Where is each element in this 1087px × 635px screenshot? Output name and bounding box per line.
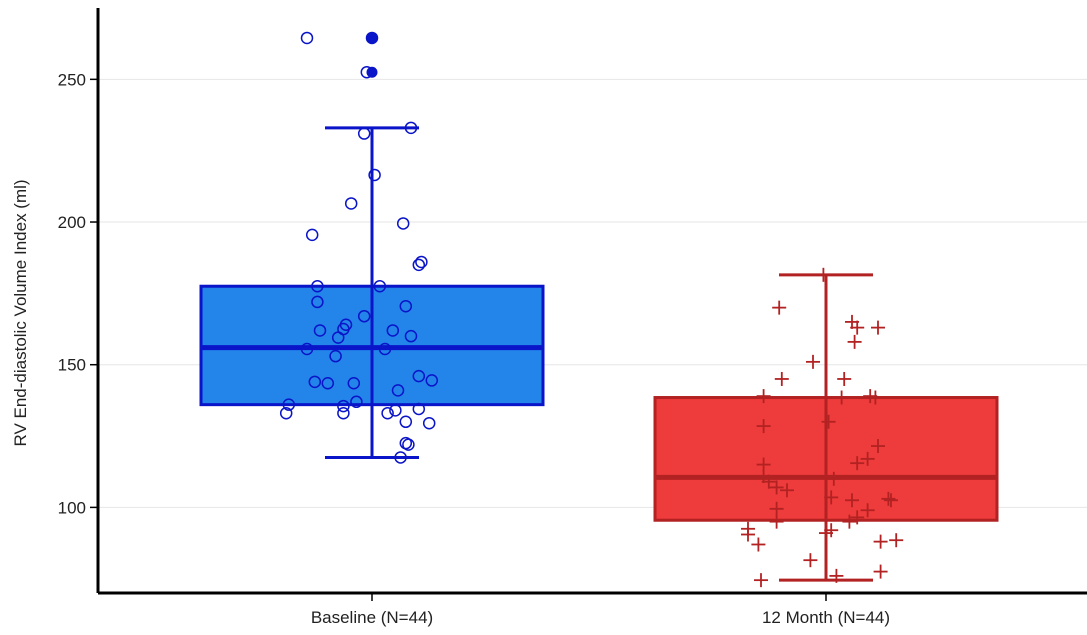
data-point	[305, 228, 319, 242]
data-point	[412, 402, 426, 416]
data-point	[378, 342, 392, 356]
data-point	[300, 342, 314, 356]
data-point	[415, 255, 428, 269]
data-point	[396, 217, 410, 230]
data-point	[873, 534, 888, 549]
data-point	[772, 300, 787, 315]
data-point	[769, 501, 784, 516]
data-point	[842, 514, 857, 529]
data-point	[321, 377, 335, 390]
data-point	[761, 474, 776, 489]
data-point	[282, 398, 296, 411]
data-point	[311, 295, 324, 309]
data-point	[344, 197, 358, 210]
data-point	[357, 127, 371, 140]
data-point	[837, 371, 852, 386]
data-point	[756, 389, 771, 404]
data-point	[311, 279, 324, 293]
data-point	[845, 493, 859, 508]
data-point	[826, 471, 841, 486]
data-point	[425, 374, 439, 387]
data-point	[391, 384, 405, 397]
y-tick-label: 150	[58, 356, 86, 375]
data-point	[756, 419, 771, 434]
data-point	[412, 258, 426, 272]
data-point	[850, 320, 865, 335]
data-point	[850, 456, 865, 471]
data-point	[373, 279, 387, 293]
data-point	[300, 31, 314, 45]
data-point	[308, 375, 322, 389]
data-point	[399, 299, 413, 313]
x-tick-label: 12 Month (N=44)	[762, 608, 890, 627]
data-point	[402, 438, 415, 451]
data-point	[834, 390, 849, 405]
data-point	[381, 406, 394, 420]
y-tick-label: 200	[58, 213, 86, 232]
data-points	[279, 31, 904, 588]
data-point	[873, 564, 888, 579]
data-point	[819, 526, 833, 541]
data-point	[850, 510, 865, 525]
data-point	[386, 324, 400, 337]
data-point	[871, 439, 885, 454]
data-point	[422, 416, 436, 430]
y-tick-label: 250	[58, 70, 86, 89]
data-point	[821, 414, 836, 429]
x-tick-label: Baseline (N=44)	[311, 608, 433, 627]
y-axis-title: RV End-diastolic Volume Index (ml)	[11, 179, 30, 446]
data-point	[337, 399, 350, 413]
data-point	[806, 354, 820, 369]
data-point	[404, 329, 418, 343]
data-point	[350, 395, 363, 409]
data-point	[769, 480, 784, 495]
data-point	[847, 334, 862, 349]
data-point	[360, 65, 374, 79]
data-point	[412, 369, 426, 383]
data-point	[751, 537, 766, 552]
data-point	[860, 503, 875, 518]
data-point	[279, 406, 293, 420]
data-point	[399, 415, 413, 429]
y-tick-label: 100	[58, 498, 86, 517]
data-point	[365, 31, 379, 45]
boxes	[199, 126, 999, 582]
data-point	[331, 331, 345, 344]
data-point	[884, 493, 898, 508]
data-point	[741, 527, 755, 542]
data-point	[313, 324, 327, 337]
data-point	[871, 320, 885, 335]
data-point	[394, 451, 407, 464]
data-point	[824, 490, 839, 505]
data-point	[803, 553, 818, 568]
data-point	[769, 514, 784, 529]
data-point	[829, 568, 844, 583]
data-point	[389, 404, 402, 417]
data-point	[816, 267, 831, 282]
data-point	[889, 533, 904, 548]
data-point	[329, 349, 342, 363]
axes: 100 150 200 250 Baseline (N=44) 12 Month (N=4…	[58, 8, 1087, 627]
data-point	[357, 309, 371, 323]
data-point	[881, 491, 896, 506]
data-point	[347, 377, 361, 390]
data-point	[368, 168, 381, 182]
data-point	[404, 121, 418, 135]
data-point	[754, 573, 768, 588]
data-point	[337, 406, 350, 420]
data-point	[860, 451, 875, 466]
data-point	[868, 390, 883, 405]
data-point	[774, 371, 789, 386]
data-point	[780, 483, 794, 498]
